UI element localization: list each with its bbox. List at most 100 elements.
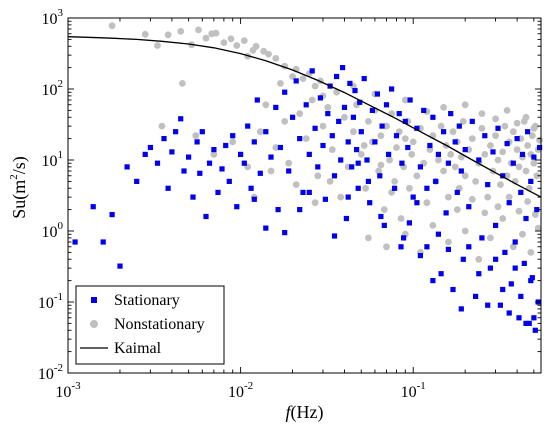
stationary-point — [441, 129, 447, 135]
stationary-point — [490, 149, 496, 155]
stationary-point — [349, 164, 355, 170]
legend-label-kaimal: Kaimal — [114, 340, 162, 357]
stationary-point — [165, 185, 171, 191]
stationary-point — [479, 235, 485, 241]
stationary-point — [354, 147, 360, 153]
nonstationary-point — [484, 193, 492, 201]
stationary-point — [241, 160, 247, 166]
nonstationary-point — [409, 138, 417, 146]
stationary-point — [396, 111, 402, 117]
stationary-point — [181, 168, 187, 174]
stationary-point — [392, 185, 398, 191]
stationary-point — [352, 88, 358, 94]
stationary-point — [355, 160, 361, 166]
stationary-point — [190, 194, 196, 200]
plot-frame — [67, 17, 542, 374]
axis-ticks — [67, 17, 541, 374]
nonstationary-point — [357, 151, 365, 158]
nonstationary-point — [401, 96, 409, 104]
nonstationary-point — [475, 255, 483, 263]
stationary-point — [275, 207, 281, 213]
stationary-point — [343, 215, 349, 222]
stationary-point — [402, 118, 408, 124]
y-tick-label-base: 10 — [38, 295, 54, 312]
y-axis-title-sup: 2 — [8, 174, 20, 180]
nonstationary-point — [524, 198, 531, 205]
stationary-point — [178, 116, 184, 122]
nonstationary-point — [445, 238, 452, 246]
stationary-point — [514, 136, 520, 142]
y-tick-label: 10-1 — [38, 291, 63, 312]
stationary-point — [322, 196, 328, 202]
stationary-point — [109, 212, 115, 218]
stationary-point — [448, 111, 454, 117]
stationary-point — [424, 244, 430, 250]
stationary-point — [251, 196, 257, 202]
nonstationary-point — [461, 227, 469, 235]
nonstationary-point — [202, 34, 210, 42]
y-tick-label: 101 — [42, 149, 64, 170]
stationary-point — [427, 142, 433, 149]
stationary-point — [405, 144, 411, 151]
nonstationary-point — [461, 172, 469, 180]
stationary-point — [142, 151, 148, 157]
y-tick-label: 103 — [42, 7, 64, 28]
stationary-point — [435, 151, 441, 157]
x-tick-label: 10-3 — [55, 380, 81, 401]
stationary-point — [374, 91, 380, 97]
nonstationary-point — [499, 148, 507, 156]
stationary-point — [529, 275, 535, 281]
stationary-point — [257, 170, 263, 176]
y-tick-label-exp: 1 — [58, 149, 64, 161]
stationary-point — [72, 239, 78, 245]
y-tick-label-exp: 0 — [58, 220, 64, 232]
nonstationary-point — [192, 132, 200, 140]
stationary-point — [117, 263, 123, 269]
stationary-point — [452, 139, 458, 145]
nonstationary-point — [440, 104, 447, 111]
stationary-point — [523, 215, 529, 222]
nonstationary-point — [527, 249, 535, 256]
stationary-point — [238, 151, 244, 157]
nonstationary-point — [497, 181, 504, 189]
legend-box — [75, 285, 225, 365]
legend: Stationary Nonstationary Kaimal — [75, 285, 225, 365]
nonstationary-point — [451, 163, 459, 171]
stationary-point — [421, 107, 427, 113]
stationary-point — [273, 104, 279, 110]
nonstationary-point — [519, 230, 526, 238]
stationary-point — [502, 249, 508, 255]
stationary-point — [215, 189, 221, 195]
y-tick-label-base: 10 — [42, 82, 58, 99]
nonstationary-point — [311, 82, 319, 90]
x-axis-title: f(Hz) — [286, 402, 324, 423]
nonstationary-point — [240, 37, 248, 44]
y-tick-label-base: 10 — [42, 153, 58, 170]
y-tick-label-exp: 2 — [58, 78, 64, 90]
nonstationary-point — [319, 122, 327, 130]
nonstationary-point — [365, 118, 372, 125]
stationary-point — [454, 189, 460, 195]
stationary-point — [386, 151, 392, 157]
stationary-point — [460, 256, 466, 262]
nonstationary-point — [531, 211, 539, 219]
stationary-point — [338, 157, 344, 163]
nonstationary-point — [453, 206, 461, 214]
stationary-point — [389, 86, 395, 92]
stationary-point — [493, 256, 499, 262]
y-tick-label-exp: 3 — [58, 7, 64, 19]
nonstationary-point — [472, 178, 479, 185]
nonstationary-point — [505, 193, 513, 201]
legend-label-stationary: Stationary — [114, 292, 180, 309]
nonstationary-point — [515, 163, 523, 171]
nonstationary-point — [289, 73, 296, 80]
stationary-point — [297, 207, 303, 213]
nonstationary-point — [437, 122, 445, 130]
nonstationary-point — [509, 243, 517, 251]
nonstationary-point — [413, 172, 421, 180]
nonstationary-point — [375, 167, 382, 175]
stationary-point — [534, 207, 540, 213]
nonstationary-point — [406, 184, 413, 192]
stationary-point — [458, 306, 464, 312]
